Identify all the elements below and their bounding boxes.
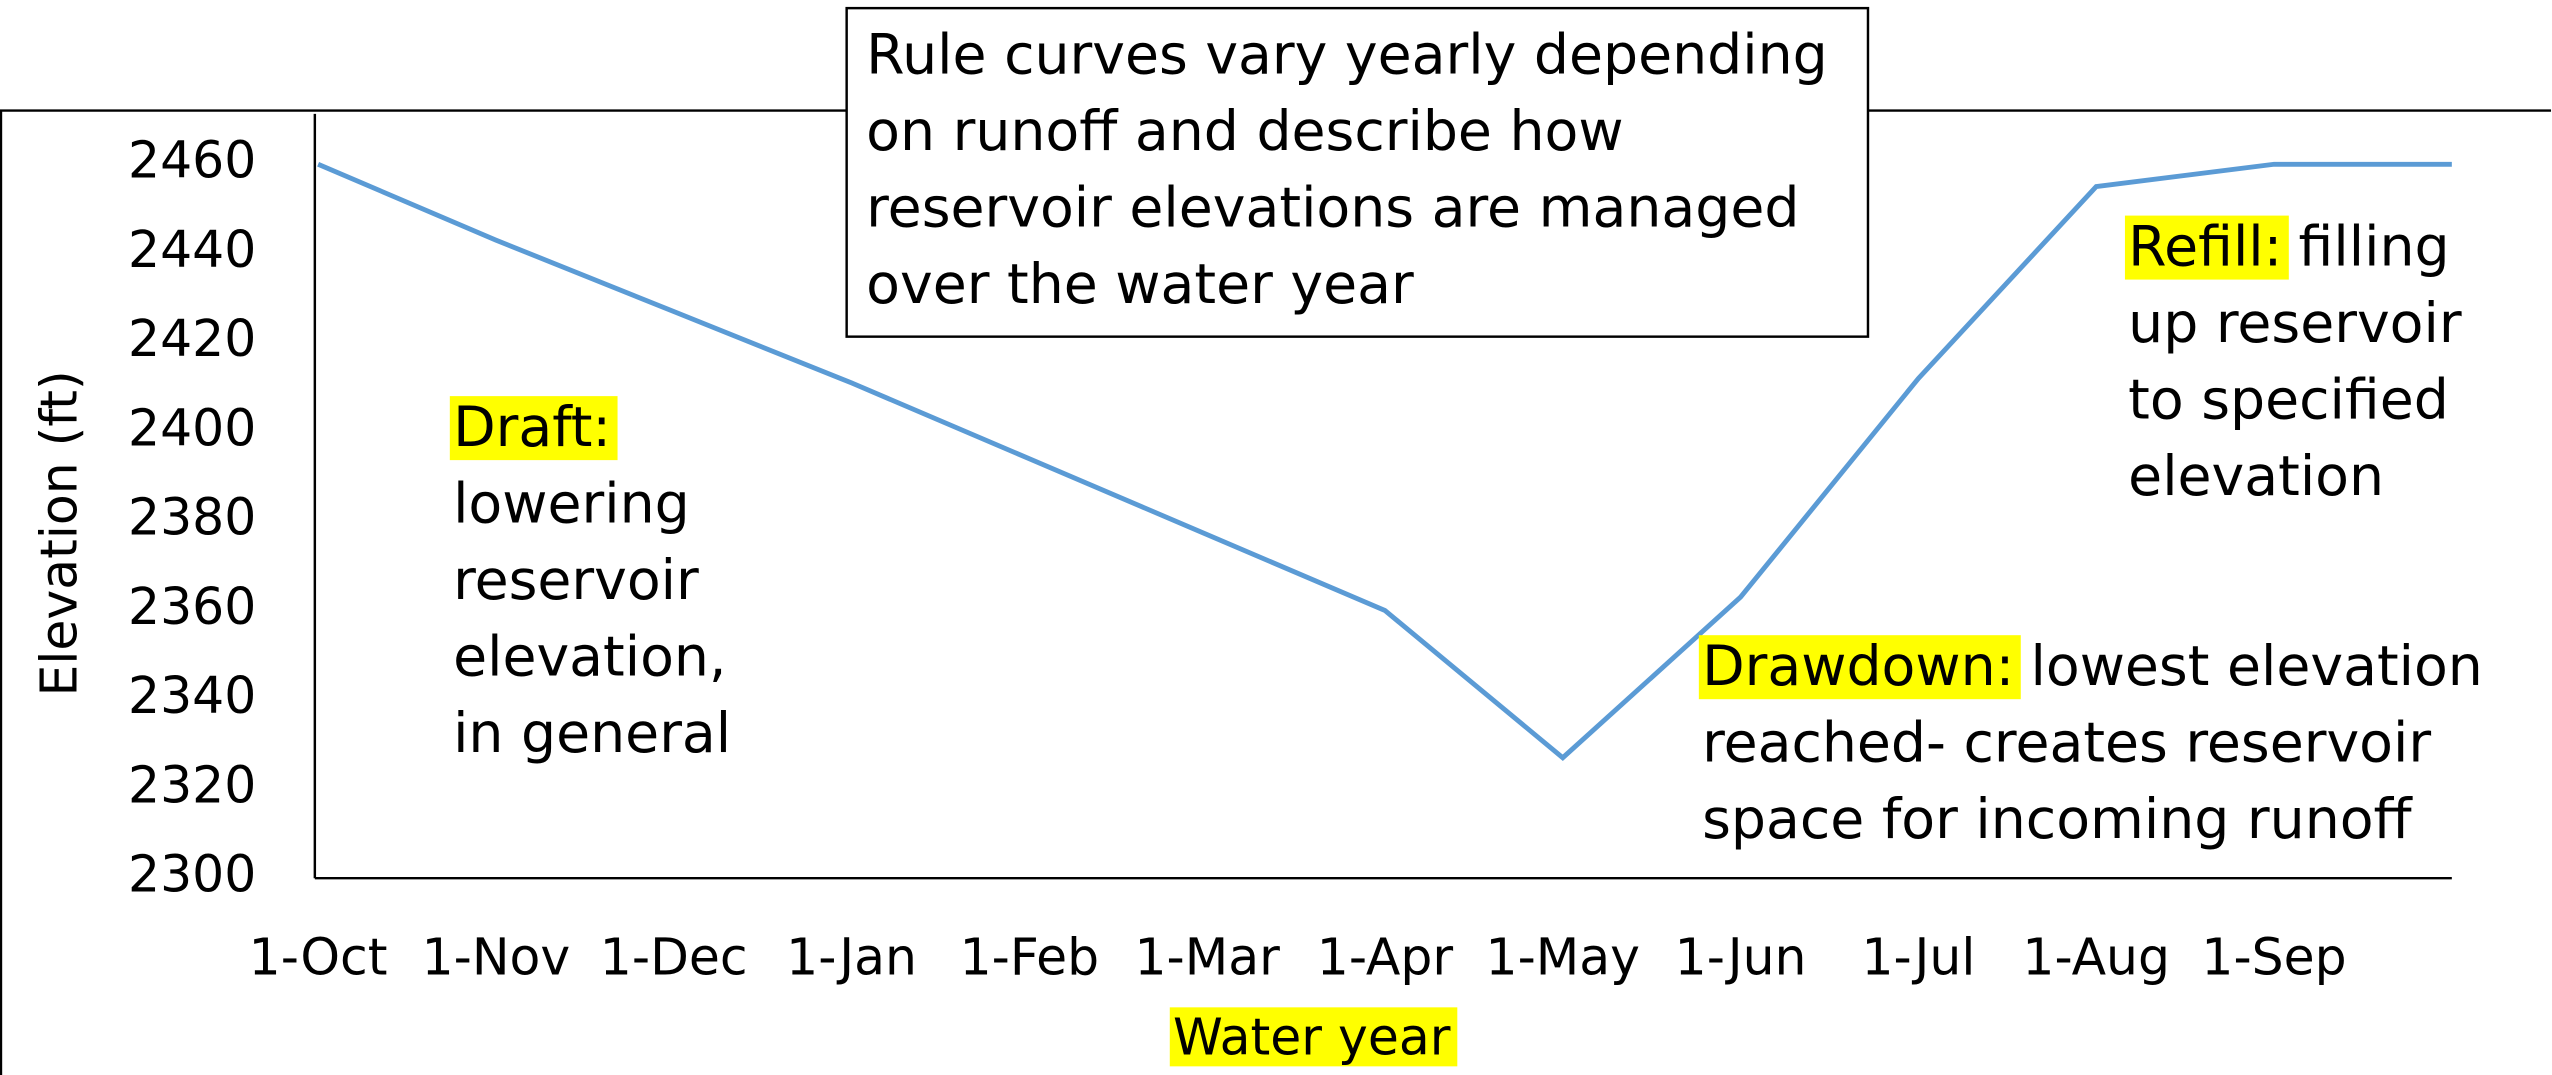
annotation-label: Draft: — [453, 396, 611, 460]
annotation-text: elevation — [2128, 445, 2384, 509]
annotation-text: lowering — [453, 473, 690, 537]
annotation-text: to specified — [2128, 368, 2449, 432]
annotation-text: reached- creates reservoir — [1702, 712, 2431, 776]
callout-text: Rule curves vary yearly depending — [866, 24, 1828, 88]
highlight — [1169, 1007, 1458, 1067]
callout-text: on runoff and describe how — [866, 100, 1623, 164]
x-tick-label: 1-Jan — [786, 928, 917, 987]
x-tick-label: 1-May — [1486, 928, 1640, 987]
annotation-text: up reservoir — [2128, 292, 2462, 356]
y-axis-title: Elevation (ft) — [29, 370, 88, 696]
annotation-text: space for incoming runoff — [1702, 788, 2413, 852]
callout-text: reservoir elevations are managed — [866, 177, 1799, 241]
y-tick-label: 2400 — [128, 398, 256, 457]
annotation-text: lowest elevation — [2031, 635, 2483, 699]
callout-box — [845, 6, 1870, 338]
x-tick-label: 1-Jul — [1861, 928, 1975, 987]
annotation-label: Refill: — [2128, 216, 2282, 280]
callout-text: over the water year — [866, 253, 1414, 317]
x-axis-title: Water year — [1173, 1007, 1451, 1066]
x-tick-label: 1-Aug — [2022, 928, 2170, 987]
y-tick-label: 2360 — [128, 577, 256, 636]
x-tick-label: 1-Dec — [600, 928, 748, 987]
y-tick-label: 2380 — [128, 488, 256, 547]
x-tick-label: 1-Sep — [2201, 928, 2346, 987]
series-line — [317, 161, 2452, 761]
y-tick-label: 2320 — [128, 755, 256, 814]
y-tick-label: 2340 — [128, 666, 256, 725]
x-tick-label: 1-Mar — [1134, 928, 1280, 987]
highlight — [1698, 635, 2021, 700]
x-tick-label: 1-Feb — [960, 928, 1100, 987]
y-tick-label: 2460 — [128, 131, 256, 190]
x-tick-label: 1-Jun — [1675, 928, 1807, 987]
x-tick-label: 1-Oct — [249, 928, 388, 987]
y-tick-label: 2420 — [128, 309, 256, 368]
y-tick-label: 2300 — [128, 845, 256, 904]
x-tick-label: 1-Nov — [422, 928, 571, 987]
annotation-text: reservoir — [453, 549, 699, 613]
highlight — [449, 396, 618, 461]
annotation-text: in general — [453, 702, 731, 766]
annotation-text: filling — [2299, 216, 2450, 280]
highlight — [2124, 215, 2289, 280]
annotation-text: elevation, — [453, 625, 726, 689]
y-tick-label: 2440 — [128, 220, 256, 279]
x-tick-label: 1-Apr — [1317, 928, 1454, 987]
annotation-label: Drawdown: — [1702, 635, 2014, 699]
